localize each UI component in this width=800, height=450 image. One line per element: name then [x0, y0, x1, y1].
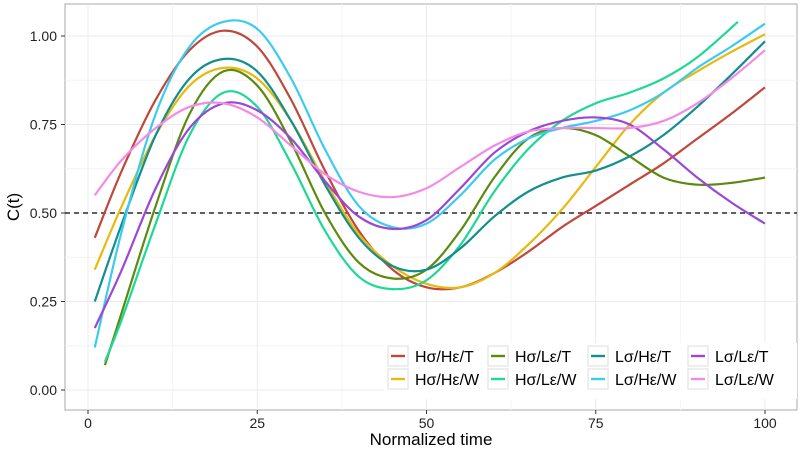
legend-label: Lσ/Hε/W — [615, 372, 677, 389]
y-axis-label: C(t) — [4, 193, 23, 221]
legend-label: Hσ/Lε/W — [515, 372, 577, 389]
y-tick-label: 0.25 — [30, 294, 57, 310]
x-tick-label: 0 — [84, 415, 92, 431]
legend-label: Lσ/Hε/T — [615, 349, 671, 366]
series-line — [103, 68, 766, 366]
x-axis-label: Normalized time — [370, 430, 493, 449]
legend: Hσ/Hε/T Hσ/Hε/W Hσ/Lε/T Hσ/Lε/W Lσ/Hε/T Lσ/Hε… — [384, 343, 797, 399]
legend-label: Lσ/Lε/W — [715, 372, 775, 389]
legend-label: Hσ/Hε/W — [415, 372, 480, 389]
series-lines — [93, 19, 766, 366]
x-tick-label: 100 — [753, 415, 777, 431]
x-tick-label: 50 — [419, 415, 435, 431]
legend-label: Hσ/Hε/T — [415, 349, 474, 366]
y-tick-label: 0.75 — [30, 117, 57, 133]
series-line — [93, 40, 766, 302]
series-line — [93, 101, 766, 329]
y-tick-label: 1.00 — [30, 28, 57, 44]
series-line — [93, 19, 766, 348]
series-line — [93, 33, 766, 290]
legend-label: Hσ/Lε/T — [515, 349, 571, 366]
y-tick-label: 0.50 — [30, 205, 57, 221]
series-line — [93, 49, 766, 199]
x-tick-label: 75 — [588, 415, 604, 431]
y-tick-label: 0.00 — [30, 382, 57, 398]
axes: 0 25 50 75 100 0.00 0.25 0.50 0.75 1.00 — [30, 28, 777, 431]
legend-label: Lσ/Lε/T — [715, 349, 769, 366]
series-line — [103, 21, 739, 363]
x-tick-label: 25 — [249, 415, 265, 431]
